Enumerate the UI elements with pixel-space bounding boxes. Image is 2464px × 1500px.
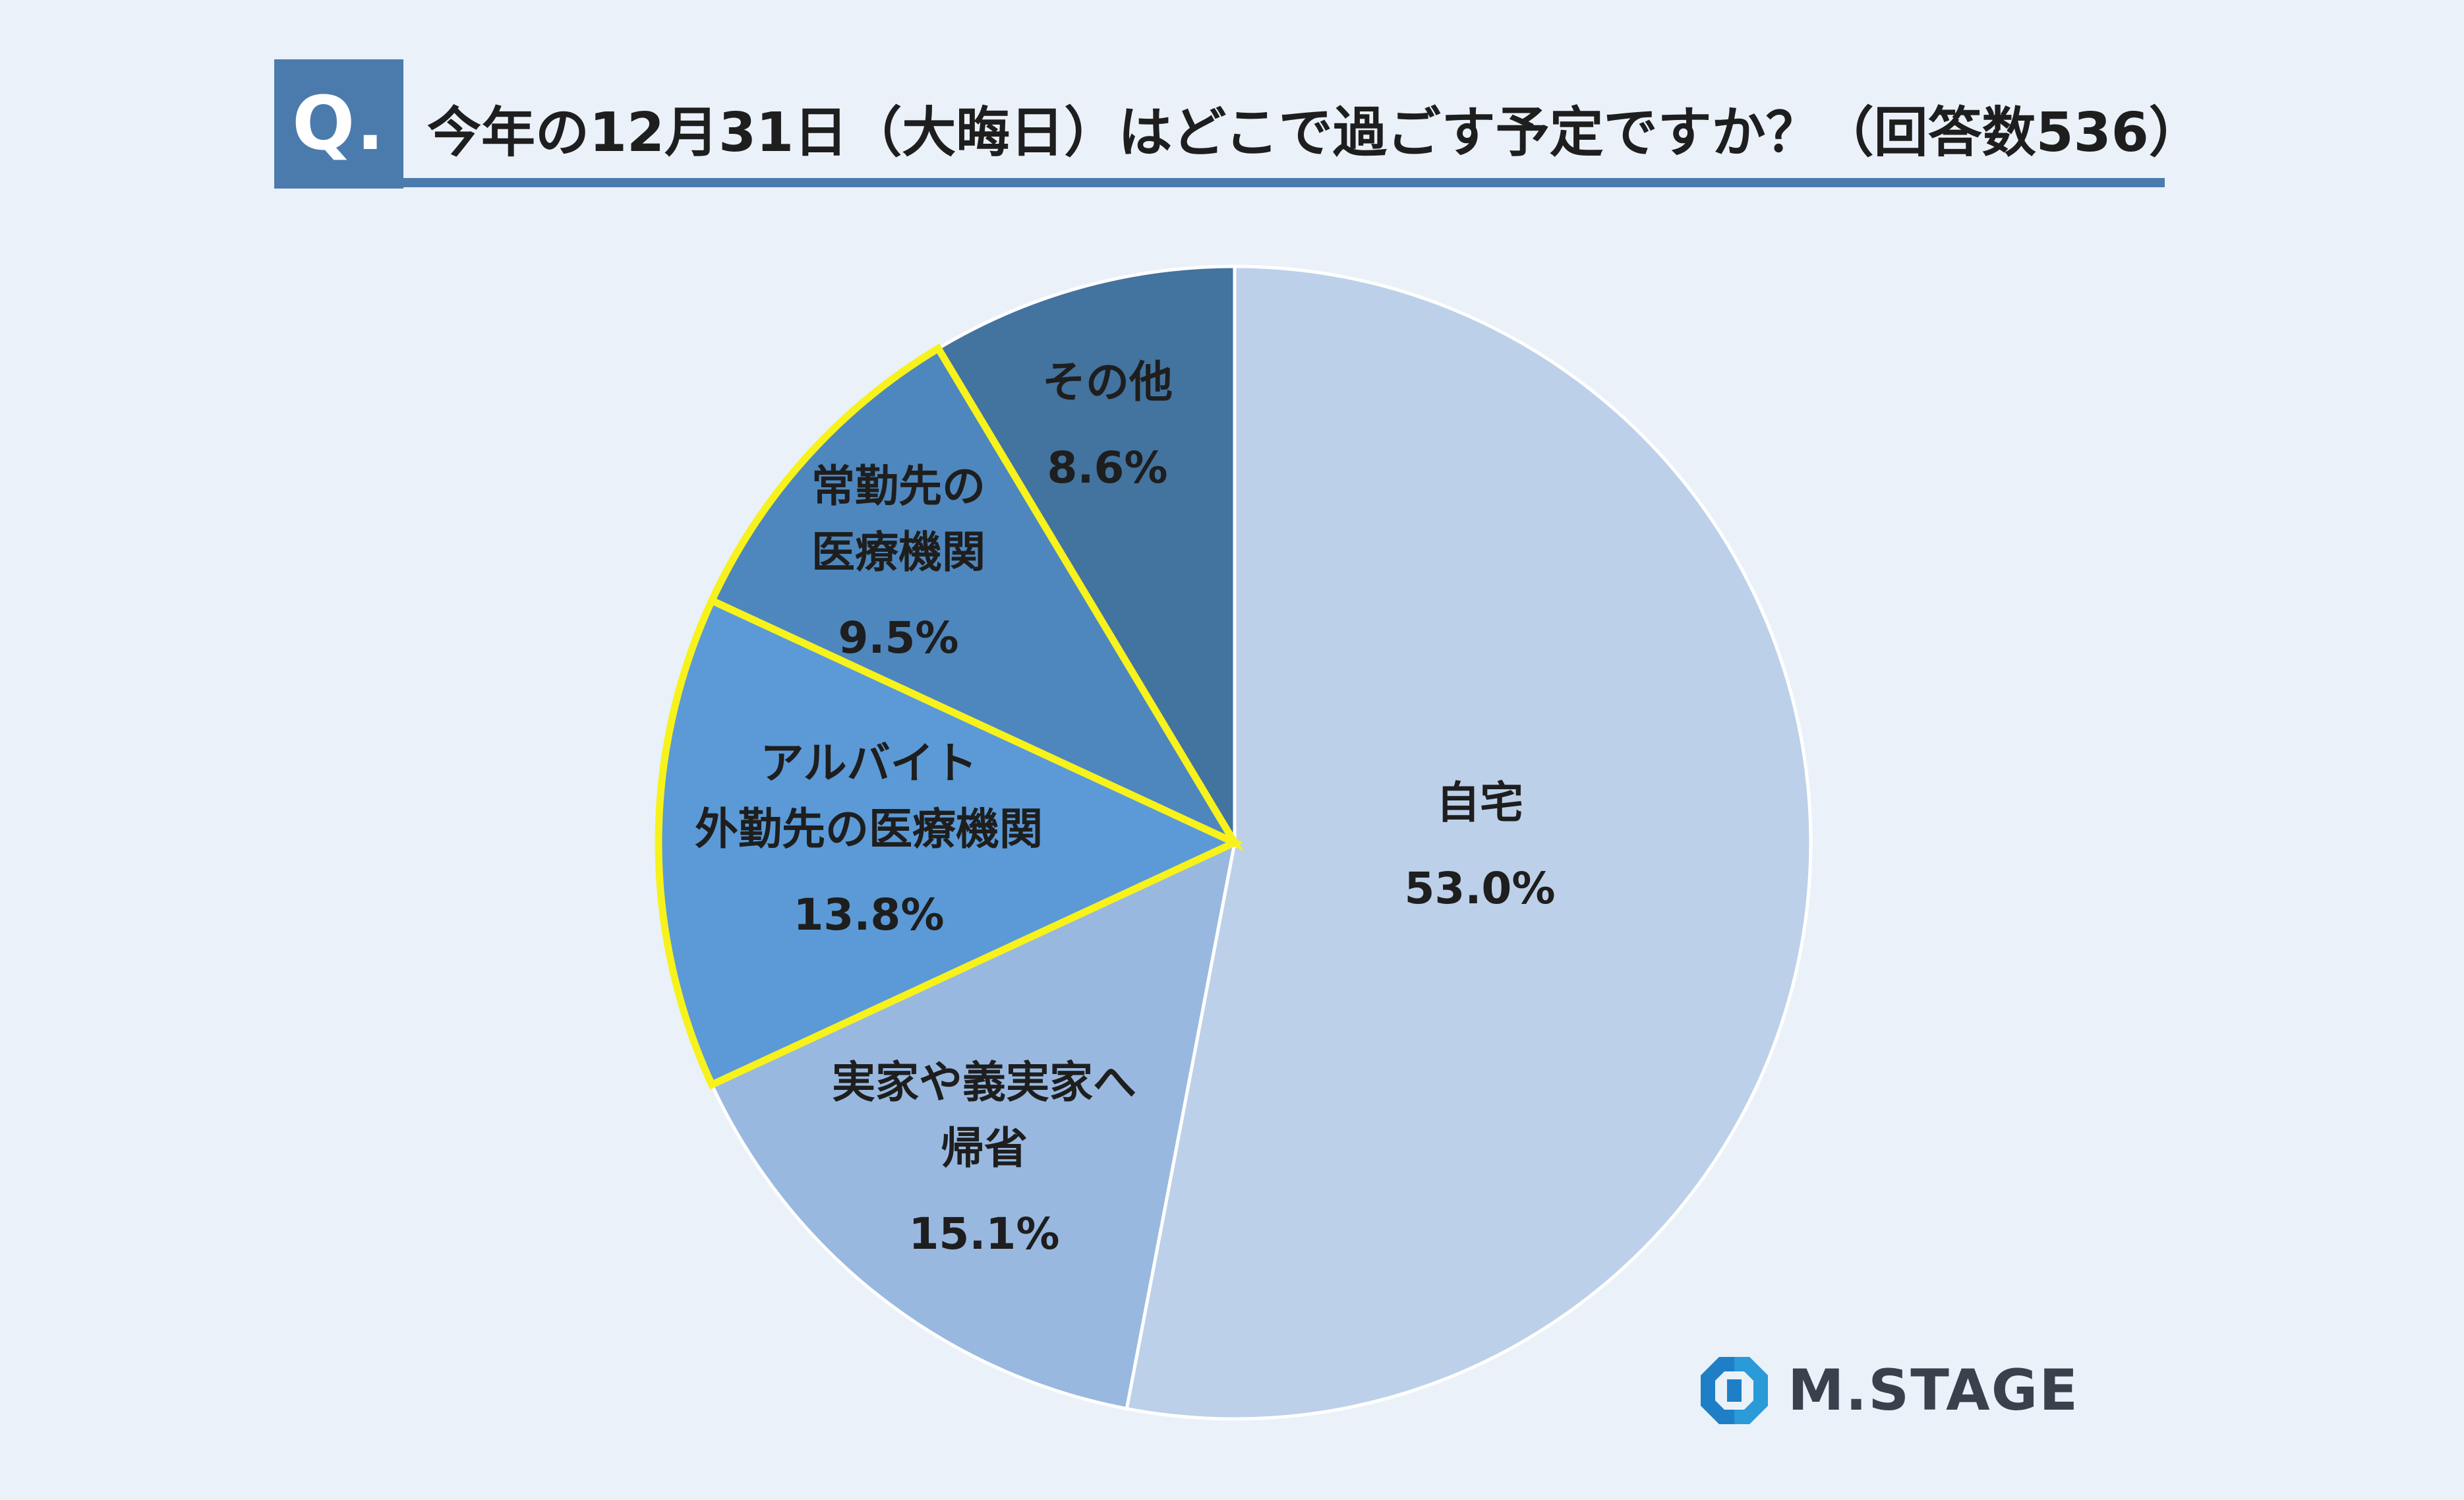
slice-3-label-line-2: 外勤先の医療機関 bbox=[695, 804, 1043, 855]
brand-logo-icon bbox=[1701, 1357, 1768, 1424]
question-title: 今年の12月31日（大晦日）はどこで過ごす予定ですか？（回答数536） bbox=[427, 102, 2203, 164]
slice-2-label-line-2: 帰省 bbox=[941, 1123, 1028, 1174]
pie-slices bbox=[657, 264, 1813, 1421]
slice-5 bbox=[935, 264, 1237, 849]
highlight-outlines bbox=[655, 343, 1244, 1090]
slice-4-value-label: 9.5% bbox=[838, 613, 958, 663]
slice-3-highlight-outline bbox=[655, 595, 1244, 1090]
slice-1-label-line-1: 自宅 bbox=[1436, 777, 1523, 828]
title-underline bbox=[403, 178, 2165, 187]
brand-name: M.STAGE bbox=[1788, 1358, 2080, 1424]
slice-1-value-label: 53.0% bbox=[1405, 863, 1556, 914]
brand-logo: M.STAGE bbox=[1698, 1354, 2079, 1427]
slice-4-label-line-1: 常勤先の bbox=[811, 461, 985, 512]
slice-2-label-line-1: 実家や義実家へ bbox=[832, 1057, 1136, 1108]
question-badge: Q. bbox=[274, 59, 403, 189]
slice-2 bbox=[709, 839, 1237, 1411]
slice-5-label-line-1: その他 bbox=[1042, 357, 1173, 407]
slice-4-highlight-outline bbox=[707, 343, 1244, 851]
slice-2-value-label: 15.1% bbox=[909, 1209, 1060, 1259]
slice-3-value-label: 13.8% bbox=[794, 889, 945, 940]
slice-3-label-line-1: アルバイト bbox=[760, 738, 977, 789]
slice-1 bbox=[1125, 264, 1813, 1421]
slice-4-label-line-2: 医療機関 bbox=[811, 527, 985, 578]
slice-5-value-label: 8.6% bbox=[1047, 442, 1167, 493]
